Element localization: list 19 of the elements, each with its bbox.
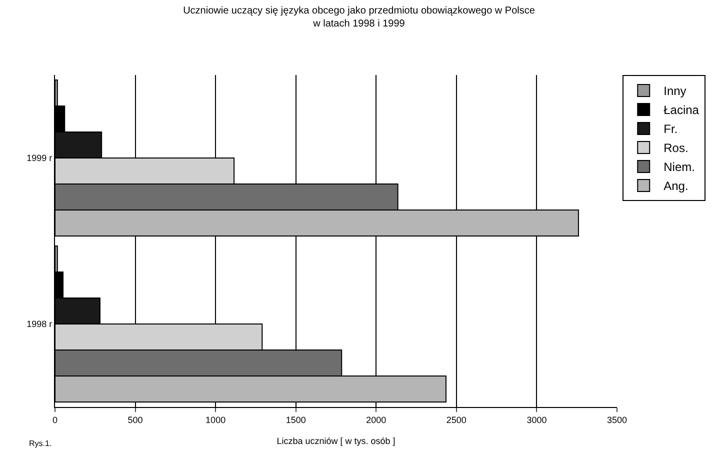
legend-label: Ang. (664, 179, 688, 194)
x-tick-label: 500 (128, 414, 143, 425)
y-tick-label: 1999 r (26, 153, 52, 164)
legend-label: Inny (664, 84, 686, 98)
x-axis-title: Liczba uczniów [ w tys. osób ] (276, 436, 396, 446)
x-tick-label: 0 (52, 414, 58, 425)
x-tick-label: 2000 (366, 414, 386, 425)
x-tick-label: 3000 (526, 414, 547, 425)
x-tick-label: 1000 (206, 414, 226, 425)
x-tick-label: 2500 (446, 414, 466, 425)
x-tick-label: 3500 (606, 414, 628, 425)
y-tick-label: 1998 r (26, 319, 52, 330)
chart-title: Uczniowie uczący się języka obcego jako przedmiotu obowiązkowego w Polsce w latach 1998 i 1999 (183, 6, 536, 30)
legend-label: Niem. (664, 160, 695, 174)
x-tick-label: 1500 (286, 414, 306, 425)
legend-label: Ros. (664, 141, 688, 156)
legend-label: Fr. (664, 122, 678, 136)
text: Rys.1. (29, 439, 52, 448)
legend-label: Łacina (664, 103, 700, 118)
